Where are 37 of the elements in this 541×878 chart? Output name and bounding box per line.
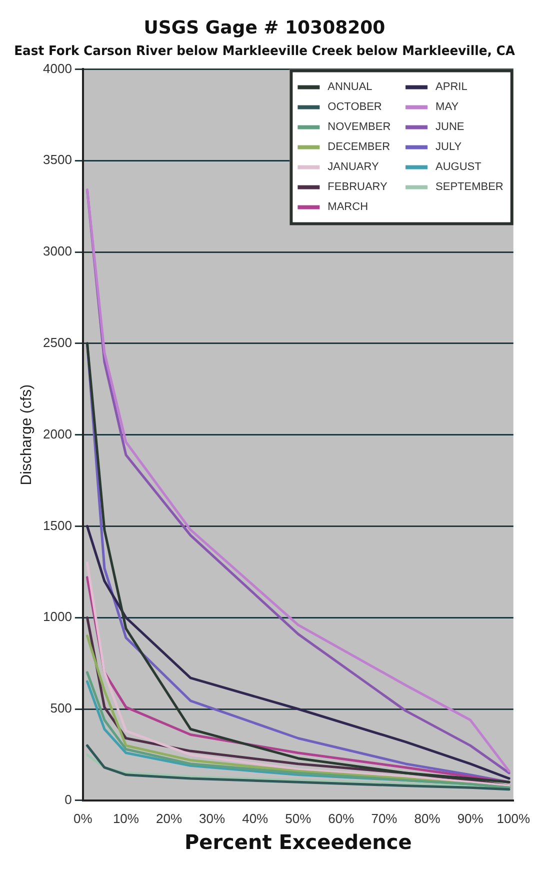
x-tick-label: 80%: [414, 810, 441, 826]
x-tick-label: 100%: [496, 810, 530, 826]
x-tick-label: 70%: [371, 810, 398, 826]
legend-label: MARCH: [328, 201, 368, 214]
chart-subtitle: East Fork Carson River below Markleeville Creek below Markleeville, CA: [14, 42, 516, 58]
y-tick-label: 0: [64, 792, 72, 807]
x-tick-label: 30%: [199, 810, 226, 826]
x-tick-label: 10%: [112, 810, 140, 826]
legend-label: JUNE: [436, 121, 464, 134]
y-tick-label: 1000: [43, 609, 72, 624]
legend-label: ANNUAL: [328, 81, 372, 94]
y-tick-label: 2500: [43, 334, 72, 350]
y-tick-label: 3500: [43, 152, 72, 168]
x-tick-label: 60%: [328, 810, 355, 826]
y-tick-label: 4000: [43, 60, 72, 76]
legend-label: NOVEMBER: [328, 121, 391, 134]
legend-label: JULY: [436, 141, 462, 154]
legend-label: DECEMBER: [328, 141, 390, 154]
y-tick-label: 3000: [43, 244, 72, 259]
x-tick-label: 40%: [242, 810, 269, 826]
x-tick-label: 50%: [285, 810, 312, 826]
legend-label: SEPTEMBER: [436, 181, 504, 194]
x-tick-label: 20%: [156, 810, 182, 826]
legend-label: APRIL: [436, 81, 468, 94]
x-tick-label: 90%: [457, 810, 484, 826]
legend-label: MAY: [436, 101, 460, 114]
legend-label: OCTOBER: [328, 101, 382, 114]
x-axis-title: Percent Exceedence: [184, 830, 412, 854]
legend-label: JANUARY: [328, 161, 380, 174]
chart-title: USGS Gage # 10308200: [144, 17, 386, 38]
y-tick-label: 1500: [43, 518, 72, 533]
y-axis-title: Discharge (cfs): [18, 384, 36, 486]
x-tick-label: 0%: [74, 810, 93, 826]
y-tick-label: 2000: [43, 426, 72, 442]
y-tick-label: 500: [50, 700, 72, 716]
legend-label: FEBRUARY: [328, 181, 388, 194]
legend-label: AUGUST: [436, 161, 482, 174]
